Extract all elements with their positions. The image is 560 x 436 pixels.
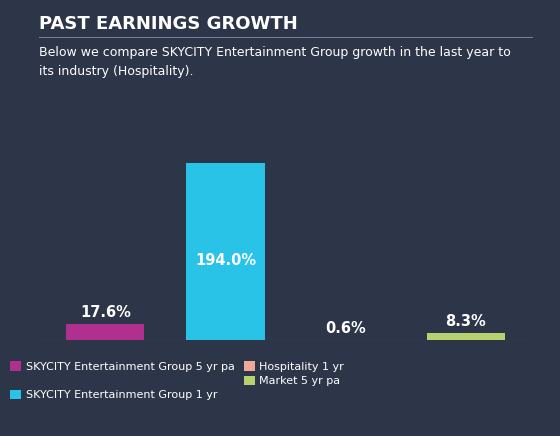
Legend: SKYCITY Entertainment Group 5 yr pa,  , SKYCITY Entertainment Group 1 yr, Hospit: SKYCITY Entertainment Group 5 yr pa, , S…	[10, 361, 344, 400]
Text: 17.6%: 17.6%	[80, 305, 130, 320]
Text: 8.3%: 8.3%	[446, 314, 486, 329]
Bar	[427, 333, 505, 340]
Text: Below we compare SKYCITY Entertainment Group growth in the last year to
its indu: Below we compare SKYCITY Entertainment G…	[39, 46, 511, 78]
Text: PAST EARNINGS GROWTH: PAST EARNINGS GROWTH	[39, 15, 298, 33]
Text: 0.6%: 0.6%	[325, 321, 366, 336]
Text: 194.0%: 194.0%	[195, 253, 256, 268]
Bar	[186, 163, 264, 340]
Bar	[66, 324, 144, 340]
